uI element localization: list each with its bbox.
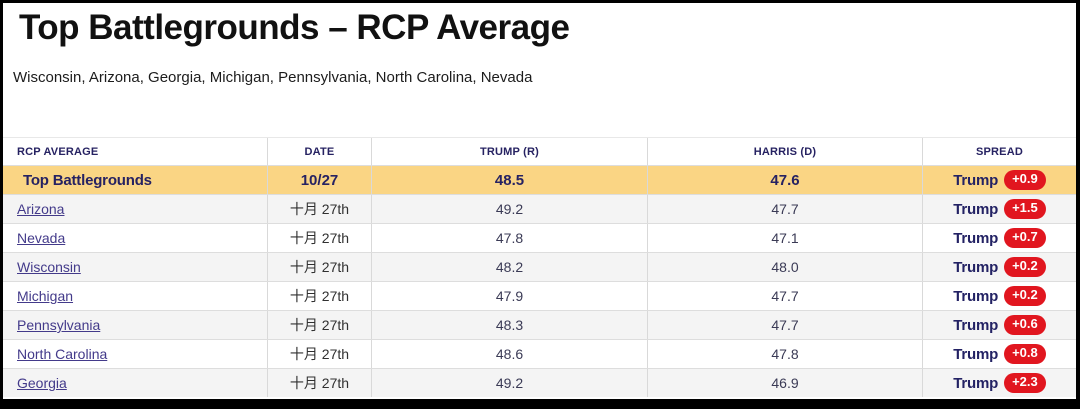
state-link-wisconsin[interactable]: Wisconsin	[17, 259, 81, 275]
cell-trump: 49.2	[371, 369, 647, 397]
state-link-north-carolina[interactable]: North Carolina	[17, 346, 108, 362]
table-row-arizona: Arizona 十月 27th 49.2 47.7 Trump +1.5	[3, 194, 1076, 223]
cell-trump: 47.8	[371, 224, 647, 252]
cell-spread: Trump +0.8	[922, 340, 1076, 368]
table-row-wisconsin: Wisconsin 十月 27th 48.2 48.0 Trump +0.2	[3, 252, 1076, 281]
cell-trump: 48.5	[371, 166, 647, 194]
cell-harris: 47.1	[647, 224, 922, 252]
cell-harris: 47.8	[647, 340, 922, 368]
cell-name: North Carolina	[3, 340, 267, 368]
spread-winner: Trump	[953, 229, 999, 247]
table-row-nevada: Nevada 十月 27th 47.8 47.1 Trump +0.7	[3, 223, 1076, 252]
spread-badge: +0.6	[1004, 315, 1046, 335]
cell-harris: 47.6	[647, 166, 922, 194]
cell-date: 十月 27th	[267, 369, 371, 397]
cell-trump: 47.9	[371, 282, 647, 310]
cell-date: 十月 27th	[267, 224, 371, 252]
cell-trump: 48.3	[371, 311, 647, 339]
cell-date: 十月 27th	[267, 340, 371, 368]
spread-badge: +0.8	[1004, 344, 1046, 364]
spread-winner: Trump	[953, 345, 999, 363]
cell-date: 十月 27th	[267, 253, 371, 281]
table-row-pennsylvania: Pennsylvania 十月 27th 48.3 47.7 Trump +0.…	[3, 310, 1076, 339]
cell-harris: 48.0	[647, 253, 922, 281]
spread-winner: Trump	[953, 258, 999, 276]
spread-winner: Trump	[953, 287, 999, 305]
table-row-north-carolina: North Carolina 十月 27th 48.6 47.8 Trump +…	[3, 339, 1076, 368]
cell-harris: 47.7	[647, 195, 922, 223]
table-row-top-battlegrounds: Top Battlegrounds 10/27 48.5 47.6 Trump …	[3, 165, 1076, 194]
cell-harris: 47.7	[647, 282, 922, 310]
cell-spread: Trump +0.7	[922, 224, 1076, 252]
state-link-michigan[interactable]: Michigan	[17, 288, 74, 304]
battlegrounds-table: RCP AVERAGE DATE TRUMP (R) HARRIS (D) SP…	[3, 137, 1076, 397]
state-link-georgia[interactable]: Georgia	[17, 375, 67, 391]
cell-spread: Trump +0.9	[922, 166, 1076, 194]
cell-date: 10/27	[267, 166, 371, 194]
cell-name: Pennsylvania	[3, 311, 267, 339]
cell-spread: Trump +1.5	[922, 195, 1076, 223]
cell-name: Arizona	[3, 195, 267, 223]
cell-name: Wisconsin	[3, 253, 267, 281]
spread-badge: +0.7	[1004, 228, 1046, 248]
spread-badge: +0.9	[1004, 170, 1046, 190]
cell-trump: 49.2	[371, 195, 647, 223]
spread-winner: Trump	[953, 374, 999, 392]
state-link-arizona[interactable]: Arizona	[17, 201, 65, 217]
cell-trump: 48.6	[371, 340, 647, 368]
state-link-nevada[interactable]: Nevada	[17, 230, 66, 246]
column-header-rcp-average: RCP AVERAGE	[17, 145, 99, 158]
spread-badge: +0.2	[1004, 286, 1046, 306]
table-row-michigan: Michigan 十月 27th 47.9 47.7 Trump +0.2	[3, 281, 1076, 310]
cell-date: 十月 27th	[267, 282, 371, 310]
cell-spread: Trump +2.3	[922, 369, 1076, 397]
cell-spread: Trump +0.6	[922, 311, 1076, 339]
spread-winner: Trump	[953, 316, 999, 334]
spread-winner: Trump	[953, 171, 999, 189]
cell-name: Michigan	[3, 282, 267, 310]
column-header-date: DATE	[267, 138, 371, 165]
cell-harris: 46.9	[647, 369, 922, 397]
table-header-row: RCP AVERAGE DATE TRUMP (R) HARRIS (D) SP…	[3, 137, 1076, 165]
column-header-trump: TRUMP (R)	[371, 138, 647, 165]
cell-name: Georgia	[3, 369, 267, 397]
spread-badge: +1.5	[1004, 199, 1046, 219]
state-link-pennsylvania[interactable]: Pennsylvania	[17, 317, 101, 333]
cell-name: Top Battlegrounds	[23, 171, 152, 189]
cell-date: 十月 27th	[267, 311, 371, 339]
column-header-spread: SPREAD	[922, 138, 1076, 165]
cell-spread: Trump +0.2	[922, 282, 1076, 310]
spread-badge: +2.3	[1004, 373, 1046, 393]
table-row-georgia: Georgia 十月 27th 49.2 46.9 Trump +2.3	[3, 368, 1076, 397]
column-header-harris: HARRIS (D)	[647, 138, 922, 165]
states-subtitle: Wisconsin, Arizona, Georgia, Michigan, P…	[13, 69, 533, 87]
cell-spread: Trump +0.2	[922, 253, 1076, 281]
spread-badge: +0.2	[1004, 257, 1046, 277]
cell-trump: 48.2	[371, 253, 647, 281]
cell-date: 十月 27th	[267, 195, 371, 223]
cell-harris: 47.7	[647, 311, 922, 339]
cell-name: Nevada	[3, 224, 267, 252]
page-title: Top Battlegrounds – RCP Average	[19, 8, 570, 47]
spread-winner: Trump	[953, 200, 999, 218]
